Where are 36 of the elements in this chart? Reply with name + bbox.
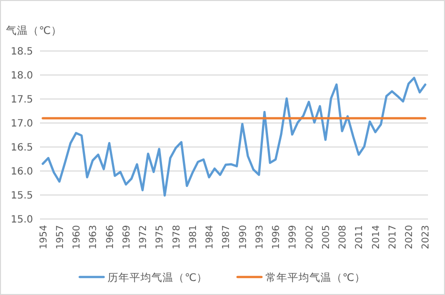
x-tick-label: 1963 bbox=[88, 225, 100, 250]
y-tick-label: 18.0 bbox=[10, 70, 33, 82]
x-tick-label: 1999 bbox=[288, 225, 299, 250]
x-tick-label: 1978 bbox=[171, 225, 182, 250]
x-tick-label: 2023 bbox=[420, 225, 432, 250]
legend-label: 常年平均气温（℃） bbox=[266, 271, 366, 284]
x-tick-label: 2011 bbox=[354, 225, 366, 250]
x-tick-label: 1981 bbox=[188, 225, 199, 250]
line-series bbox=[42, 76, 426, 197]
x-tick-label: 1996 bbox=[271, 225, 282, 250]
x-tick-label: 1969 bbox=[121, 225, 132, 250]
y-tick-label: 18.5 bbox=[10, 46, 33, 58]
y-tick-label: 17.5 bbox=[10, 94, 33, 106]
x-tick-label: 1993 bbox=[254, 225, 266, 250]
x-tick-label: 1957 bbox=[54, 225, 66, 250]
x-tick-label: 2014 bbox=[370, 225, 382, 250]
x-tick-label: 2020 bbox=[404, 225, 416, 250]
y-tick-label: 16.5 bbox=[10, 142, 33, 154]
y-tick-label: 15.5 bbox=[10, 190, 33, 202]
y-axis-title: 气温（℃） bbox=[6, 25, 62, 37]
x-tick-label: 1984 bbox=[204, 225, 216, 250]
x-tick-label: 1990 bbox=[238, 225, 249, 250]
x-tick-label: 2017 bbox=[387, 225, 398, 250]
y-tick-label: 15.0 bbox=[10, 214, 33, 226]
y-tick-label: 17.0 bbox=[10, 118, 33, 130]
x-tick-label: 1966 bbox=[104, 225, 116, 250]
legend-label: 历年平均气温（℃） bbox=[108, 272, 208, 284]
x-tick-label: 2002 bbox=[304, 225, 316, 250]
x-tick-label: 1987 bbox=[221, 225, 232, 250]
x-tick-label: 2005 bbox=[320, 225, 332, 250]
x-tick-label: 1960 bbox=[72, 225, 83, 250]
y-tick-label: 16.0 bbox=[10, 166, 33, 178]
x-tick-label: 1975 bbox=[154, 225, 166, 250]
x-tick-label: 1954 bbox=[38, 225, 50, 250]
x-tick-label: 1972 bbox=[138, 225, 150, 250]
x-tick-label: 2008 bbox=[338, 225, 349, 250]
